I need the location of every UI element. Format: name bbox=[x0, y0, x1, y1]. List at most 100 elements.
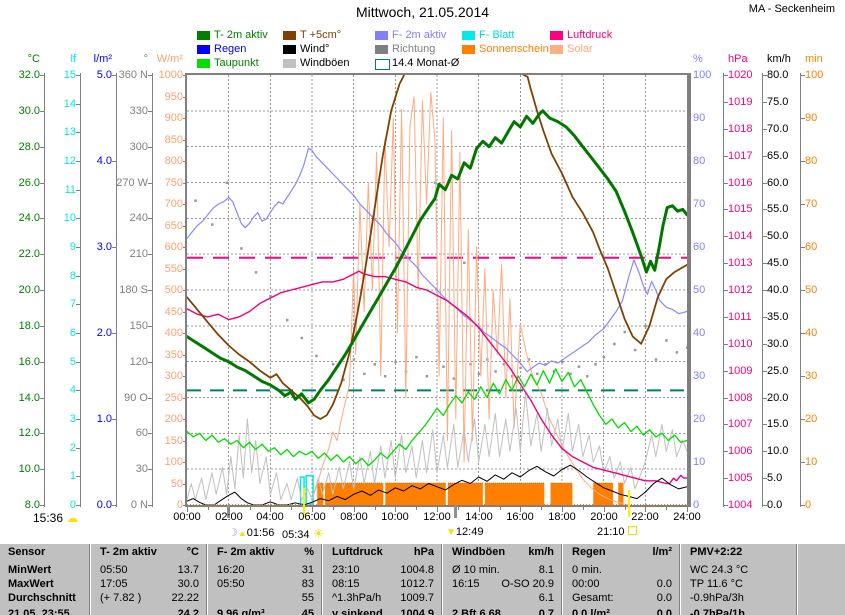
axis-tick-label: 650 bbox=[164, 220, 183, 232]
sunshine-bar bbox=[550, 483, 573, 505]
axis-tick-label: 1016 bbox=[728, 177, 753, 189]
table-divider bbox=[321, 544, 322, 615]
richtung-point bbox=[315, 354, 318, 358]
axis-tick-label: 10 bbox=[693, 456, 706, 468]
table-cell-value: O-SO 20.9 bbox=[501, 578, 554, 590]
axis-tick-label: 270 W bbox=[116, 177, 148, 189]
axis-tick-label: 200 bbox=[164, 413, 183, 425]
axis-tick-label: 1007 bbox=[728, 418, 753, 430]
axis-tick-label: 20 bbox=[693, 413, 706, 425]
table-divider-hl bbox=[680, 544, 681, 615]
axis-tick-label: 850 bbox=[164, 134, 183, 146]
richtung-point bbox=[433, 181, 437, 184]
axis-tick-label: 1006 bbox=[728, 445, 753, 457]
richtung-point bbox=[352, 358, 356, 361]
legend-swatch-T +5cm° bbox=[283, 31, 296, 40]
richtung-point bbox=[527, 358, 531, 361]
moonrise-arrow-icon: ▲ bbox=[237, 528, 247, 538]
axis-tick bbox=[724, 156, 728, 157]
axis-tick-label: 22.0 bbox=[18, 248, 40, 260]
axis-tick-label: 1000 bbox=[158, 69, 183, 81]
hour-tick bbox=[375, 507, 376, 510]
axis-tick-label: 50 bbox=[805, 284, 818, 296]
table-divider bbox=[561, 544, 562, 615]
table-cell-info: (+ 7.82 ) bbox=[100, 592, 142, 604]
axis-tick bbox=[40, 326, 44, 327]
richtung-point bbox=[425, 375, 429, 378]
axis-tick bbox=[40, 111, 44, 112]
series-Wind bbox=[187, 464, 687, 505]
axis-tick bbox=[76, 333, 80, 334]
axis-tick bbox=[724, 505, 728, 506]
axis-tick bbox=[724, 344, 728, 345]
hour-tick bbox=[354, 507, 355, 512]
axis-tick bbox=[40, 254, 44, 255]
axis-tick-label: 18.0 bbox=[18, 320, 40, 332]
f-blatt-spike bbox=[305, 475, 314, 505]
axis-tick-label: 30 bbox=[693, 370, 706, 382]
axis-tick-label: 65.0 bbox=[767, 150, 789, 162]
table-cell-value: 0.0 bbox=[656, 578, 672, 590]
chart-plot-area[interactable] bbox=[187, 75, 687, 505]
axis-tick-label: 55.0 bbox=[767, 203, 789, 215]
richtung-point bbox=[463, 261, 466, 265]
table-row-label: MaxWert bbox=[8, 578, 54, 590]
hour-tick bbox=[333, 507, 334, 510]
table-header-unit: km/h bbox=[528, 546, 554, 558]
richtung-point bbox=[300, 336, 304, 340]
axis-line-l/m² bbox=[116, 73, 117, 507]
axis-tick bbox=[801, 247, 805, 248]
axis-tick-label: 60.0 bbox=[767, 177, 789, 189]
axis-tick-label: 1005 bbox=[728, 472, 753, 484]
axis-tick bbox=[724, 102, 728, 103]
sunrise-icon: ☀ bbox=[312, 526, 325, 541]
axis-tick bbox=[76, 218, 80, 219]
station-name: MA - Seckenheim bbox=[748, 3, 835, 15]
axis-tick-label: 1.0 bbox=[96, 413, 112, 425]
axis-tick bbox=[763, 317, 767, 318]
legend-label: Windböen bbox=[300, 57, 350, 69]
axis-line-km/h bbox=[762, 73, 763, 507]
axis-tick bbox=[724, 209, 728, 210]
table-cell-value: 8.1 bbox=[538, 564, 554, 576]
richtung-point bbox=[602, 355, 606, 359]
axis-tick-label: 60 bbox=[805, 241, 818, 253]
time-tick-label: 22:00 bbox=[631, 511, 659, 523]
time-tick-label: 02:00 bbox=[215, 511, 243, 523]
table-cell-info: 2 Bft 6.68 bbox=[452, 608, 501, 615]
axis-tick-label: 30.0 bbox=[18, 105, 40, 117]
axis-unit-label: °C bbox=[27, 53, 40, 65]
hour-tick bbox=[562, 507, 563, 512]
axis-tick-label: 5 bbox=[69, 356, 76, 368]
richtung-point bbox=[211, 223, 214, 226]
hour-tick bbox=[187, 507, 188, 512]
axis-tick bbox=[112, 247, 116, 248]
legend-label: 14.4 Monat-Ø bbox=[392, 57, 460, 69]
axis-tick-label: 600 bbox=[164, 241, 183, 253]
axis-tick-label: 800 bbox=[164, 155, 183, 167]
axis-tick bbox=[112, 333, 116, 334]
axis-tick-label: 1009 bbox=[728, 365, 753, 377]
axis-tick bbox=[148, 218, 152, 219]
hour-tick bbox=[312, 507, 313, 512]
richtung-point bbox=[269, 294, 272, 298]
sunshine-bar bbox=[385, 483, 446, 505]
hour-tick bbox=[479, 507, 480, 512]
axis-tick bbox=[801, 204, 805, 205]
legend-swatch-Regen bbox=[197, 45, 210, 54]
richtung-point bbox=[569, 372, 572, 376]
time-tick-label: 12:00 bbox=[423, 511, 451, 523]
richtung-point bbox=[240, 247, 243, 250]
table-row-label: MinWert bbox=[8, 564, 52, 576]
axis-tick-label: 240 bbox=[129, 212, 148, 224]
axis-tick bbox=[148, 147, 152, 148]
axis-tick-label: 60 bbox=[693, 241, 706, 253]
axis-tick-label: 10.0 bbox=[18, 463, 40, 475]
axis-tick-label: 70 bbox=[805, 198, 818, 210]
table-divider-hl bbox=[90, 544, 91, 615]
axis-tick-label: 100 bbox=[805, 69, 824, 81]
axis-tick bbox=[724, 398, 728, 399]
sunshine-bar bbox=[447, 483, 483, 505]
table-divider-hl bbox=[562, 544, 563, 615]
axis-tick-label: 90 bbox=[693, 112, 706, 124]
